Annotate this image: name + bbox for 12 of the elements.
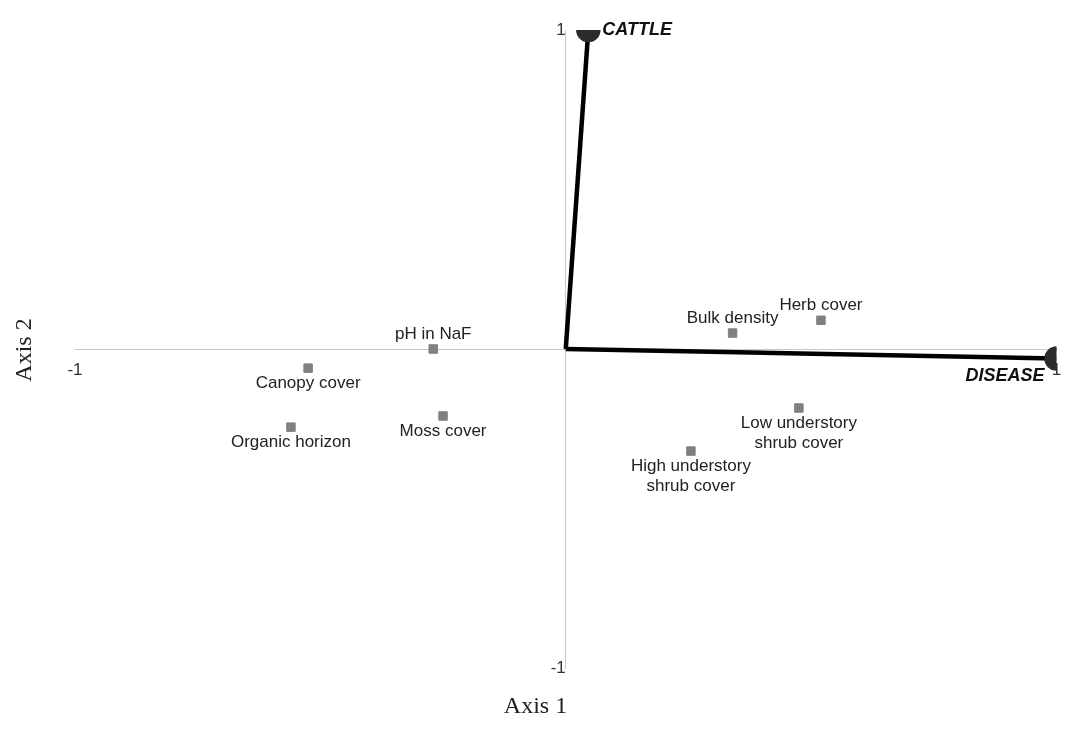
annotation: pH in NaF	[394, 324, 472, 344]
y-axis-title: Axis 2	[10, 318, 38, 382]
annotation: Canopy cover	[255, 373, 361, 393]
annotation: Organic horizon	[230, 432, 351, 452]
annotation: High understory shrub cover	[630, 456, 752, 496]
series-label: CATTLE	[602, 18, 673, 39]
annotation: Herb cover	[779, 295, 863, 315]
annotation: Moss cover	[399, 421, 487, 441]
annotation: Bulk density	[686, 308, 779, 328]
x-axis-title: Axis 1	[502, 692, 569, 719]
series-label: DISEASE	[965, 364, 1046, 385]
annotation: Low understory shrub cover	[740, 413, 858, 453]
